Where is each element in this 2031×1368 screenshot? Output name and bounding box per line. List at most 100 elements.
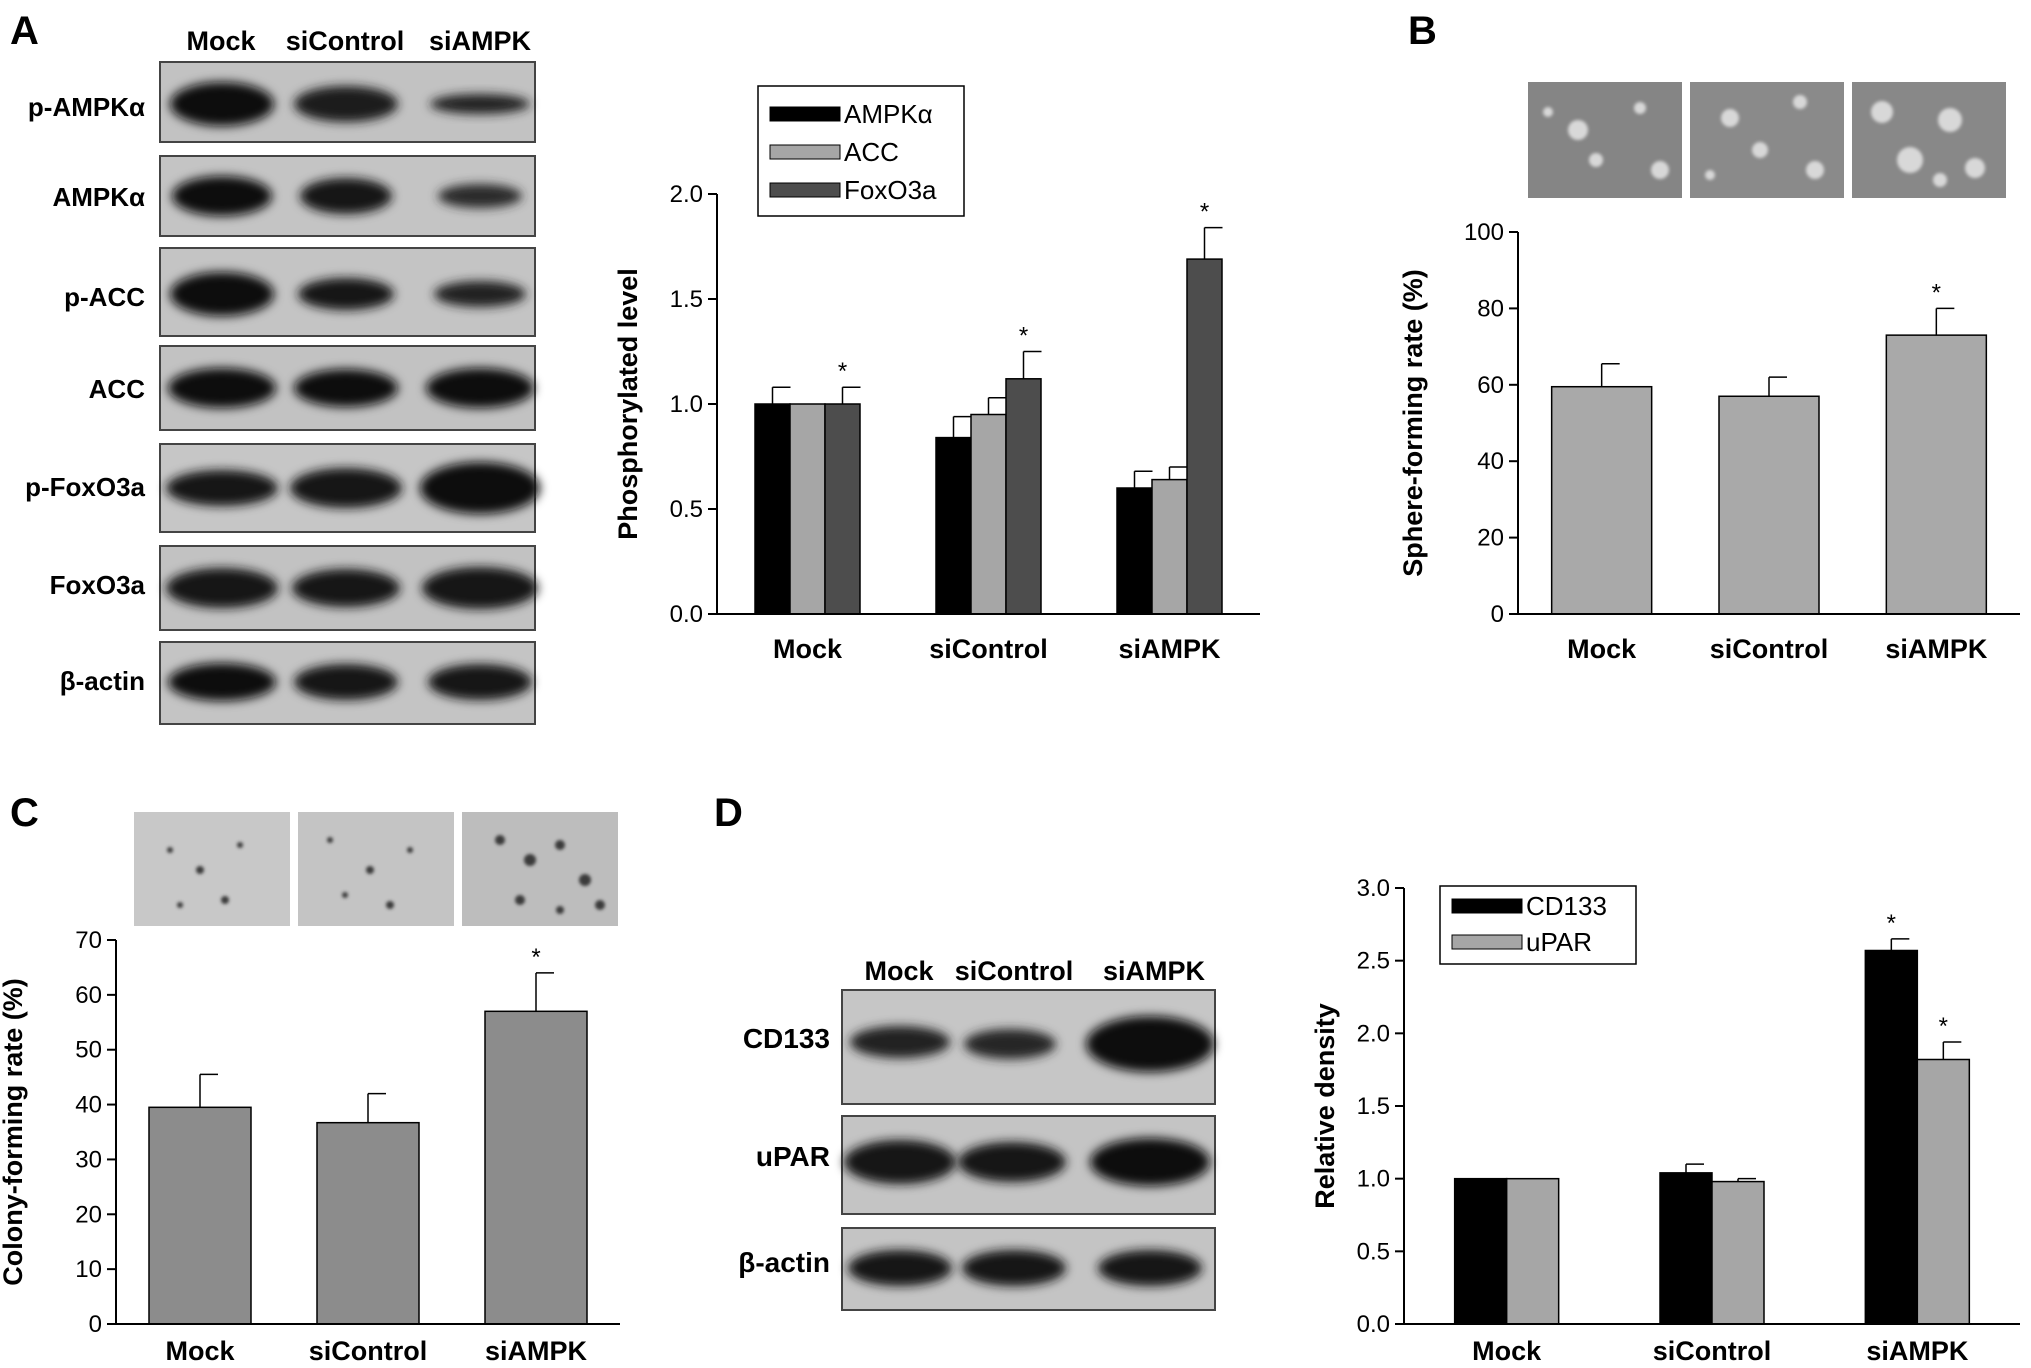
blot-d: Mock siControl siAMPK CD133 uPAR β-actin xyxy=(738,956,1216,1311)
sphere xyxy=(1568,120,1588,140)
y-tick-label: 0.5 xyxy=(1357,1238,1390,1265)
y-tick-label: 1.5 xyxy=(1357,1093,1390,1120)
blot-d-band xyxy=(1098,1250,1202,1286)
colony xyxy=(221,896,229,904)
legend-label: uPAR xyxy=(1526,927,1592,957)
y-axis-title: Phosphorylated level xyxy=(613,268,643,540)
blot-a-band xyxy=(428,664,532,700)
sphere xyxy=(1871,101,1893,123)
colony xyxy=(515,895,525,905)
blot-a-band xyxy=(294,369,398,407)
colony xyxy=(366,866,374,874)
x-tick-label: Mock xyxy=(1472,1336,1542,1366)
blot-a-row-label: p-AMPKα xyxy=(28,92,145,122)
bar xyxy=(1151,478,1188,615)
x-tick-label: siAMPK xyxy=(485,1336,588,1366)
sphere xyxy=(1938,108,1962,132)
blot-a-row-label: p-FoxO3a xyxy=(25,472,145,502)
y-tick-label: 70 xyxy=(75,927,102,954)
legend-swatch xyxy=(1451,934,1523,950)
blot-a-band xyxy=(170,82,274,126)
micrograph-siampk xyxy=(462,812,618,926)
colony xyxy=(555,840,565,850)
blot-d-band xyxy=(958,1142,1066,1182)
colony xyxy=(407,847,413,853)
micrograph-mock xyxy=(134,812,290,926)
y-tick-label: 30 xyxy=(75,1146,102,1173)
blot-d-band xyxy=(962,1250,1066,1286)
blot-a-band xyxy=(168,368,276,408)
bar xyxy=(754,403,791,615)
significance-marker: * xyxy=(1200,199,1209,226)
colony xyxy=(524,854,536,866)
legend-label: FoxO3a xyxy=(844,175,937,205)
bar xyxy=(789,403,826,615)
chart-a: 0.0 0.5 1.0 1.5 2.0 * Mock * siControl * siAMPK Pho… xyxy=(613,85,1260,664)
micrograph-sicontrol xyxy=(298,812,454,926)
panel-label-c: C xyxy=(10,791,39,835)
x-tick-label: Mock xyxy=(773,634,843,664)
blot-a-band xyxy=(438,184,522,208)
blot-d-row-label: uPAR xyxy=(756,1141,830,1172)
y-tick-label: 1.0 xyxy=(1357,1166,1390,1193)
blot-a-lane-label: Mock xyxy=(186,26,256,56)
bar xyxy=(1005,378,1042,615)
blot-d-row-label: β-actin xyxy=(738,1247,830,1278)
y-tick-label: 0.0 xyxy=(670,601,703,628)
blot-a-band xyxy=(166,470,278,506)
bar xyxy=(1885,334,1988,615)
blot-d-band xyxy=(1086,1016,1214,1072)
blot-a-band xyxy=(168,663,276,701)
blot-a-band xyxy=(426,368,534,408)
sphere xyxy=(1651,161,1669,179)
colony xyxy=(495,835,505,845)
significance-marker: * xyxy=(1019,323,1028,350)
y-tick-label: 0 xyxy=(89,1311,102,1338)
y-tick-label: 40 xyxy=(75,1092,102,1119)
y-tick-label: 0.0 xyxy=(1357,1311,1390,1338)
colony xyxy=(579,874,591,886)
y-tick-label: 2.5 xyxy=(1357,948,1390,975)
significance-marker: * xyxy=(1887,910,1896,937)
blot-a-row-label: p-ACC xyxy=(64,282,145,312)
y-tick-label: 1.5 xyxy=(670,286,703,313)
bar xyxy=(1453,1177,1508,1325)
legend-swatch xyxy=(769,144,841,160)
blot-d-band xyxy=(850,1026,950,1058)
x-tick-label: siControl xyxy=(309,1336,428,1366)
y-tick-label: 50 xyxy=(75,1037,102,1064)
blot-a-band xyxy=(420,462,540,514)
bar xyxy=(1116,487,1153,615)
panel-label-a: A xyxy=(10,9,39,53)
blot-d-lane-label: siAMPK xyxy=(1103,956,1206,986)
sphere xyxy=(1806,161,1824,179)
colony xyxy=(556,906,564,914)
blot-a-band xyxy=(170,272,274,316)
y-tick-label: 20 xyxy=(75,1201,102,1228)
blot-a-band xyxy=(430,94,530,114)
bar xyxy=(1505,1177,1560,1325)
blot-a-band xyxy=(434,281,526,307)
y-tick-label: 100 xyxy=(1464,219,1504,246)
x-tick-label: Mock xyxy=(165,1336,235,1366)
bar xyxy=(1659,1172,1713,1325)
legend-swatch xyxy=(1451,898,1523,914)
bar xyxy=(148,1106,252,1325)
y-axis-title: Relative density xyxy=(1310,1003,1340,1209)
legend-label: AMPKα xyxy=(844,99,933,129)
blot-d-band xyxy=(964,1029,1056,1059)
chart-c: 0 10 20 30 40 50 60 70 Mock siControl * siAMPK Colon… xyxy=(0,927,620,1366)
y-tick-label: 20 xyxy=(1477,525,1504,552)
bar xyxy=(484,1010,588,1325)
y-tick-label: 80 xyxy=(1477,295,1504,322)
blot-a: Mock siControl siAMPK p-AMPKα AMPKα p-AC… xyxy=(25,26,540,725)
panel-label-d: D xyxy=(714,791,743,835)
y-tick-label: 40 xyxy=(1477,448,1504,475)
bar xyxy=(970,413,1007,615)
blot-a-row-label: FoxO3a xyxy=(50,570,146,600)
blot-a-band xyxy=(290,468,402,508)
sphere xyxy=(1933,173,1947,187)
blot-a-band xyxy=(294,86,398,122)
colony xyxy=(342,892,348,898)
bar xyxy=(1864,949,1919,1325)
